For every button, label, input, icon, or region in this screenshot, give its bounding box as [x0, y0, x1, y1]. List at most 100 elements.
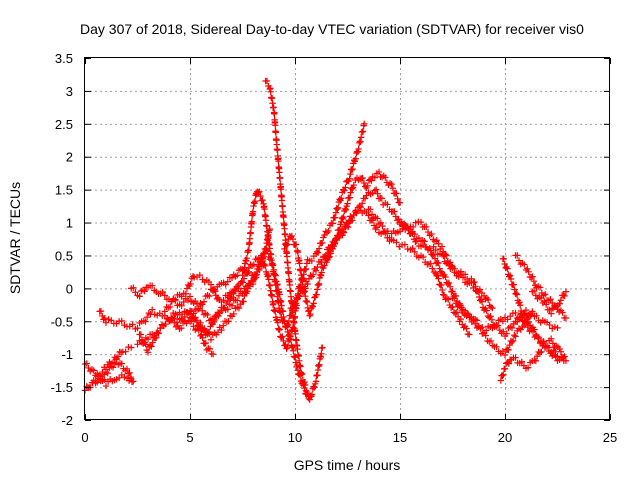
y-tick-label: 2: [66, 150, 73, 165]
data-point: [283, 323, 291, 330]
data-point: [557, 348, 565, 355]
data-point: [262, 262, 269, 270]
data-point: [346, 175, 353, 182]
data-point: [391, 208, 398, 215]
data-point: [365, 212, 372, 219]
data-point: [424, 228, 432, 236]
data-point: [500, 328, 507, 335]
data-point: [249, 278, 257, 285]
data-point: [292, 353, 299, 361]
data-point: [279, 203, 286, 210]
data-point: [265, 276, 272, 283]
data-point: [228, 302, 236, 309]
data-point: [347, 189, 354, 196]
data-point: [162, 320, 169, 328]
data-point: [360, 179, 368, 187]
data-point: [513, 291, 521, 298]
data-point: [323, 258, 330, 266]
data-point: [166, 303, 174, 311]
data-point: [97, 372, 104, 380]
data-point: [256, 188, 263, 195]
data-point: [534, 353, 541, 360]
data-point: [501, 365, 509, 372]
data-point: [143, 313, 151, 321]
data-point: [250, 261, 258, 268]
data-point: [525, 268, 532, 276]
data-point: [126, 369, 133, 377]
data-point: [347, 170, 354, 178]
data-point: [348, 166, 356, 174]
data-points: [81, 77, 570, 403]
data-point: [188, 317, 195, 325]
data-point: [427, 260, 434, 267]
data-point: [157, 324, 164, 332]
data-point: [415, 234, 423, 242]
x-tick-label: 25: [603, 430, 617, 445]
data-point: [361, 195, 369, 202]
data-point: [511, 286, 518, 293]
data-point: [316, 361, 323, 368]
data-point: [452, 310, 459, 317]
data-point: [552, 348, 559, 356]
data-point: [97, 307, 105, 315]
data-point: [319, 239, 326, 247]
data-point: [549, 340, 557, 347]
data-point: [505, 346, 512, 354]
data-point: [267, 88, 274, 96]
data-point: [155, 330, 162, 337]
data-point: [271, 271, 279, 278]
data-point: [374, 190, 381, 197]
data-point: [189, 273, 197, 280]
data-point: [171, 319, 178, 327]
data-point: [265, 233, 272, 241]
data-point: [202, 339, 209, 347]
data-point: [412, 238, 419, 245]
data-point: [440, 291, 448, 299]
data-point: [272, 122, 279, 129]
data-point: [294, 345, 301, 353]
data-point: [426, 244, 433, 252]
data-point: [525, 318, 532, 326]
data-point: [297, 372, 304, 379]
series-trace-6: [134, 281, 242, 348]
data-point: [436, 265, 443, 272]
data-point: [245, 247, 252, 254]
data-point: [356, 202, 363, 210]
data-point: [437, 268, 445, 275]
series-trace-2: [81, 343, 135, 394]
data-point: [195, 305, 202, 313]
data-point: [276, 326, 283, 333]
data-point: [367, 206, 374, 213]
data-point: [209, 350, 217, 358]
data-point: [398, 218, 405, 226]
data-point: [533, 312, 540, 320]
data-point: [506, 272, 514, 279]
data-point: [307, 272, 314, 279]
data-point: [499, 348, 507, 355]
data-point: [294, 248, 302, 256]
data-point: [102, 319, 110, 326]
data-point: [326, 253, 333, 260]
data-point: [511, 332, 518, 339]
data-point: [349, 185, 356, 193]
data-point: [522, 314, 530, 322]
data-point: [345, 218, 353, 226]
data-point: [178, 324, 185, 332]
y-tick-label: -2: [61, 413, 73, 428]
data-point: [530, 287, 538, 295]
data-point: [136, 293, 143, 300]
data-point: [201, 325, 208, 332]
data-point: [334, 205, 341, 213]
data-point: [206, 292, 213, 300]
data-point: [382, 174, 389, 181]
data-point: [384, 228, 391, 235]
data-point: [286, 281, 294, 289]
data-point: [267, 254, 275, 262]
data-point: [487, 313, 494, 320]
data-point: [283, 241, 290, 249]
data-point: [512, 333, 519, 340]
data-point: [432, 246, 439, 254]
data-point: [557, 297, 565, 304]
data-point: [296, 260, 303, 267]
data-point: [118, 317, 125, 325]
